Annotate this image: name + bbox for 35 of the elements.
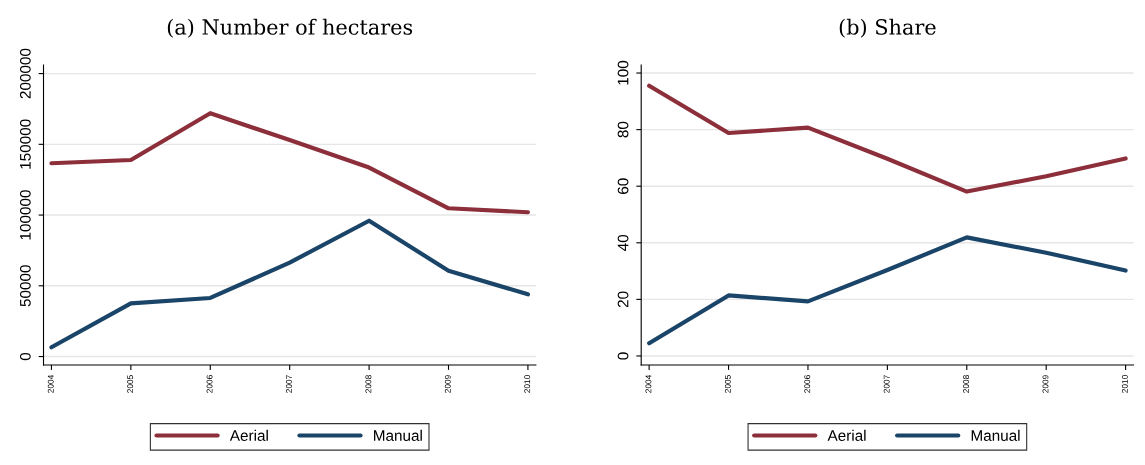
y-tick-label: 200000 xyxy=(19,48,31,99)
legend-label: Manual xyxy=(971,429,1020,441)
x-tick-label: 2010 xyxy=(1121,375,1128,393)
y-tick-label: 0 xyxy=(617,352,629,360)
y-tick-label: 0 xyxy=(19,352,31,361)
y-tick-label: 80 xyxy=(617,121,629,138)
x-tick-label: 2007 xyxy=(883,375,890,393)
legend-label: Aerial xyxy=(229,429,268,441)
chart-title: (b) Share xyxy=(839,18,936,38)
line-series xyxy=(647,235,1128,346)
y-tick-label: 100 xyxy=(617,60,629,85)
legend-label: Manual xyxy=(374,429,422,441)
y-tick-label: 50000 xyxy=(19,265,31,307)
x-tick-label: 2005 xyxy=(127,375,134,393)
x-tick-label: 2008 xyxy=(365,375,372,393)
y-tick-label: 40 xyxy=(617,234,629,251)
legend-label: Aerial xyxy=(827,429,866,441)
line-series xyxy=(49,111,531,215)
x-tick-label: 2008 xyxy=(963,375,970,393)
line-series xyxy=(49,218,531,350)
y-tick-label: 60 xyxy=(617,178,629,194)
y-tick-label: 20 xyxy=(617,291,629,308)
x-tick-label: 2004 xyxy=(645,374,652,393)
x-tick-label: 2007 xyxy=(286,375,292,393)
x-tick-label: 2010 xyxy=(524,375,531,393)
x-tick-label: 2006 xyxy=(206,375,213,393)
x-tick-label: 2009 xyxy=(1042,375,1049,393)
chart-title: (a) Number of hectares xyxy=(167,18,413,38)
y-tick-label: 150000 xyxy=(19,119,31,169)
x-tick-label: 2009 xyxy=(444,375,451,393)
line-series xyxy=(647,83,1128,194)
x-tick-label: 2004 xyxy=(47,374,54,393)
x-tick-label: 2006 xyxy=(804,375,811,393)
y-tick-label: 100000 xyxy=(19,190,31,240)
x-tick-label: 2005 xyxy=(724,375,731,393)
